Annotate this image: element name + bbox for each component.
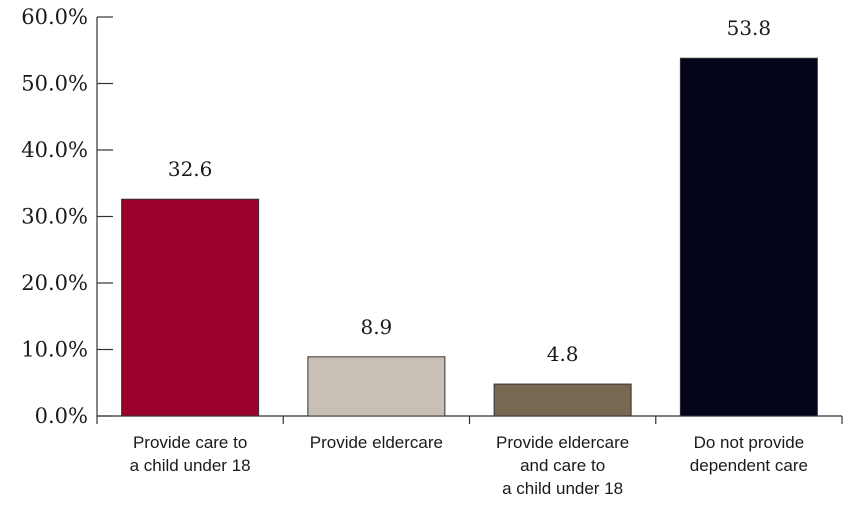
category-label: Provide care to [133,433,247,452]
bar [679,57,818,417]
bars [121,57,818,417]
bar [493,383,632,417]
bar-value-label: 32.6 [168,157,213,181]
x-axis [96,415,843,424]
y-axis: 0.0% 10.0% 20.0% 30.0% 40.0% 50.0% 60.0% [21,5,113,428]
category-label: Provide eldercare [310,433,443,452]
y-tick-label: 0.0% [35,404,88,428]
bar [121,198,260,417]
y-tick-label: 20.0% [21,271,88,295]
bar-value-label: 4.8 [547,342,579,366]
y-tick-label: 60.0% [21,5,88,29]
category-label: Do not provide [694,433,805,452]
y-tick-label: 30.0% [21,205,88,229]
y-tick-label: 10.0% [21,338,88,362]
category-labels: Provide care to a child under 18 Provide e… [130,433,808,498]
value-labels: 32.6 8.9 4.8 53.8 [168,16,771,366]
category-label: dependent care [690,456,808,475]
bar-value-label: 53.8 [727,16,772,40]
category-label: a child under 18 [502,479,623,498]
bar [307,356,446,417]
category-label: a child under 18 [130,456,251,475]
y-tick-label: 50.0% [21,72,88,96]
bar-value-label: 8.9 [360,315,392,339]
category-label: Provide eldercare [496,433,629,452]
y-tick-label: 40.0% [21,138,88,162]
category-label: and care to [520,456,605,475]
